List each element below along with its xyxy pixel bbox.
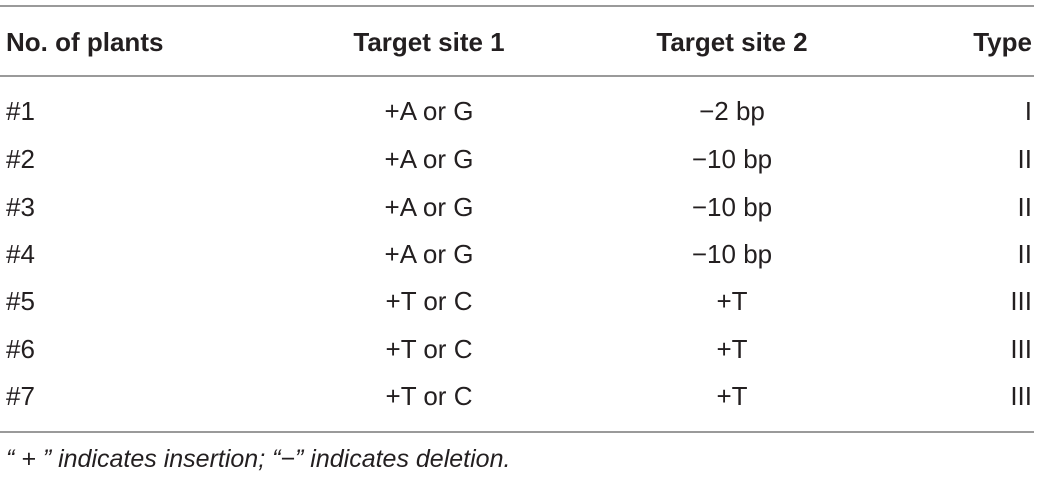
cell-target-site-2: +T <box>716 286 748 316</box>
cell-plant-no: #1 <box>6 96 35 126</box>
cell-type: II <box>1017 239 1032 269</box>
cell-target-site-2: −10 bp <box>691 192 773 222</box>
cell-target-site-1: +T or C <box>385 334 473 364</box>
cell-plant-no: #2 <box>6 144 35 174</box>
header-type: Type <box>973 27 1032 57</box>
cell-plant-no: #6 <box>6 334 35 364</box>
cell-type: II <box>1017 144 1032 174</box>
cell-plant-no: #3 <box>6 192 35 222</box>
cell-type: III <box>1010 381 1032 411</box>
table-bottom-rule <box>0 431 1034 433</box>
cell-target-site-2: +T <box>716 334 748 364</box>
cell-plant-no: #7 <box>6 381 35 411</box>
cell-type: III <box>1010 286 1032 316</box>
cell-target-site-1: +A or G <box>384 96 474 126</box>
cell-target-site-1: +A or G <box>384 144 474 174</box>
cell-plant-no: #5 <box>6 286 35 316</box>
table-top-rule <box>0 5 1034 7</box>
header-target-site-2: Target site 2 <box>656 27 808 57</box>
table-header-rule <box>0 75 1034 77</box>
cell-type: I <box>1024 96 1032 126</box>
header-no-of-plants: No. of plants <box>6 27 164 57</box>
cell-plant-no: #4 <box>6 239 35 269</box>
cell-target-site-2: −10 bp <box>691 144 773 174</box>
cell-target-site-1: +A or G <box>384 239 474 269</box>
cell-target-site-1: +A or G <box>384 192 474 222</box>
cell-type: II <box>1017 192 1032 222</box>
cell-target-site-1: +T or C <box>385 381 473 411</box>
table-footnote: “ + ” indicates insertion; “−” indicates… <box>6 445 511 473</box>
cell-target-site-2: −10 bp <box>691 239 773 269</box>
cell-target-site-2: −2 bp <box>699 96 765 126</box>
cell-target-site-1: +T or C <box>385 286 473 316</box>
cell-target-site-2: +T <box>716 381 748 411</box>
cell-type: III <box>1010 334 1032 364</box>
header-target-site-1: Target site 1 <box>353 27 505 57</box>
